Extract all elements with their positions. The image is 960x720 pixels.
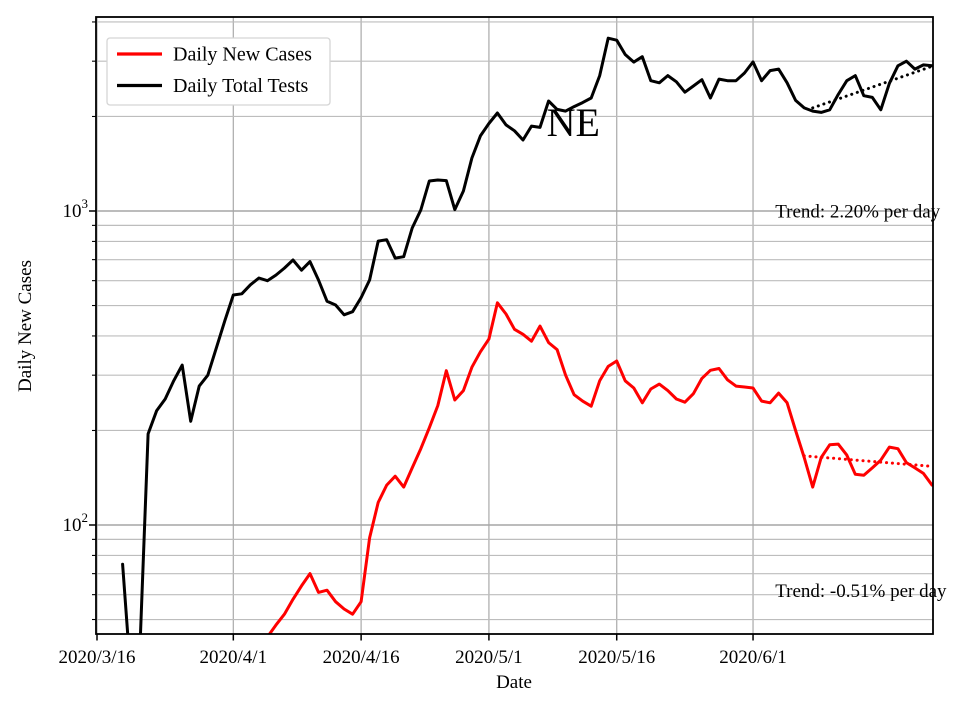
- plot-border: [95, 16, 934, 635]
- axis-ticks: [89, 21, 754, 641]
- gridlines: [96, 17, 933, 634]
- y-tick-labels: 102 103: [63, 196, 89, 536]
- annotation-trend-label: Trend: -0.51% per day: [775, 581, 947, 602]
- x-tick-label: 2020/5/1: [455, 647, 523, 668]
- x-tick-labels: 2020/3/16 2020/4/1 2020/4/16 2020/5/1 2020/5…: [58, 647, 786, 668]
- daily-new-cases-trend-dotted: [802, 454, 933, 468]
- trend-lines: [802, 64, 933, 468]
- x-axis-label: Date: [496, 672, 532, 693]
- legend-box: [106, 37, 331, 106]
- y-tick-label: 102: [63, 510, 89, 536]
- legend-label-cases: Daily New Cases: [173, 44, 312, 66]
- x-tick-label: 2020/4/16: [323, 647, 400, 668]
- annotations-over: Trend: 2.20% per day Trend: -0.51% per da…: [775, 202, 947, 602]
- y-axis-label: Daily New Cases: [15, 260, 36, 392]
- y-tick-label: 103: [63, 196, 89, 222]
- x-tick-label: 2020/6/1: [719, 647, 787, 668]
- x-tick-label: 2020/3/16: [58, 647, 135, 668]
- x-tick-label: 2020/5/16: [578, 647, 655, 668]
- legend-label-tests: Daily Total Tests: [173, 75, 309, 97]
- annotation-trend-label: Trend: 2.20% per day: [775, 202, 940, 223]
- x-tick-label: 2020/4/1: [200, 647, 268, 668]
- daily-total-tests-line: [121, 36, 933, 634]
- legend: Daily New Cases Daily Total Tests: [106, 37, 331, 106]
- daily-total-tests-trend-dotted: [811, 64, 933, 110]
